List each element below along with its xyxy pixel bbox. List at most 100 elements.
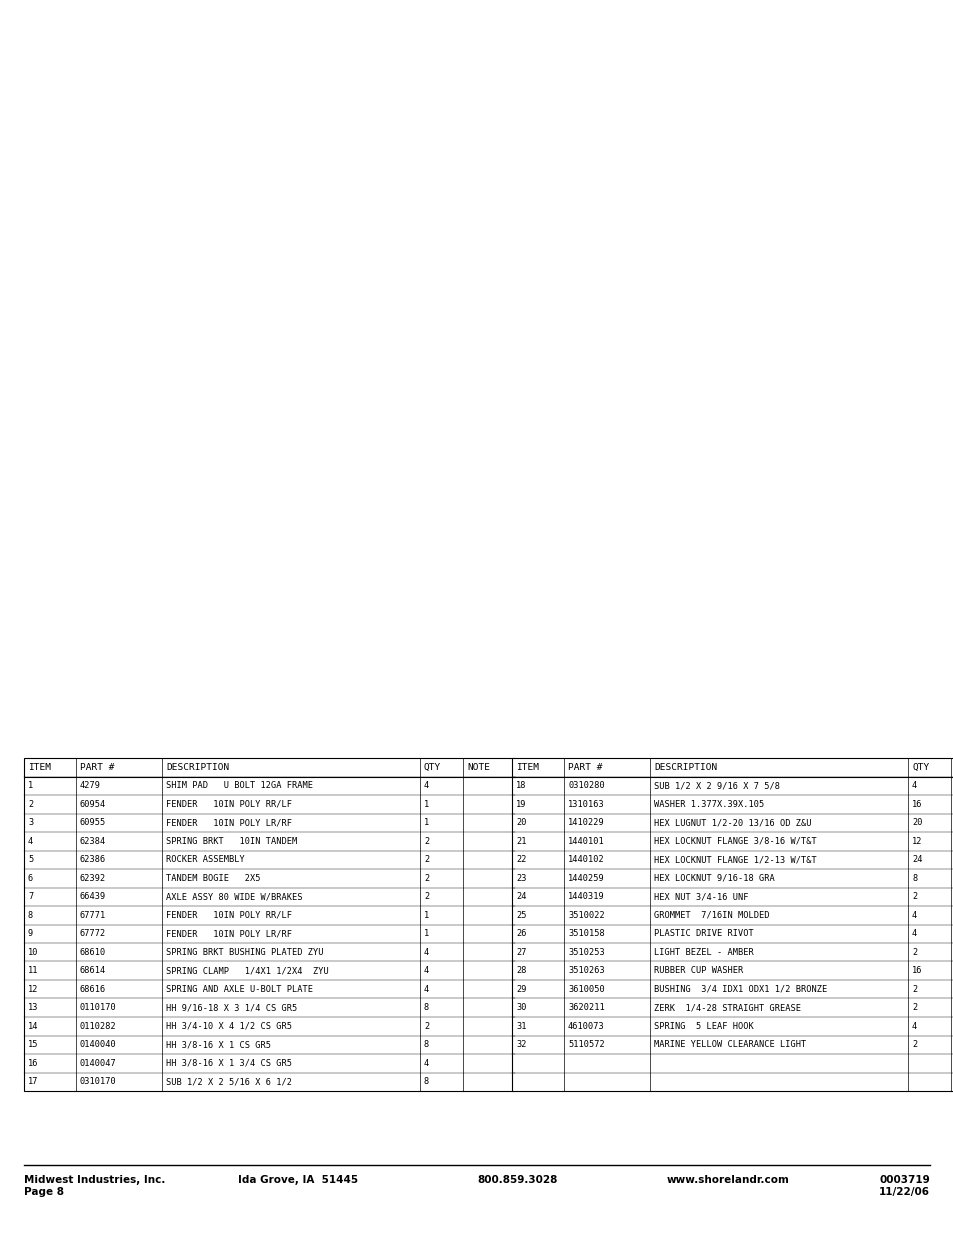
Text: 5110572: 5110572 <box>567 1040 604 1050</box>
Text: 1: 1 <box>423 910 429 920</box>
Text: FENDER   10IN POLY LR/RF: FENDER 10IN POLY LR/RF <box>166 929 292 939</box>
Text: 27: 27 <box>516 947 526 957</box>
Text: 1440101: 1440101 <box>567 837 604 846</box>
Text: Ida Grove, IA  51445: Ida Grove, IA 51445 <box>237 1174 357 1186</box>
Text: 8: 8 <box>911 873 916 883</box>
Text: 60954: 60954 <box>80 800 106 809</box>
Text: 16: 16 <box>911 800 922 809</box>
Text: ROCKER ASSEMBLY: ROCKER ASSEMBLY <box>166 856 245 864</box>
Text: 29: 29 <box>516 984 526 994</box>
Text: 62392: 62392 <box>80 873 106 883</box>
Text: 4: 4 <box>28 837 33 846</box>
Text: 1: 1 <box>423 929 429 939</box>
Text: 14: 14 <box>28 1021 38 1031</box>
Text: 0110170: 0110170 <box>80 1003 116 1013</box>
Text: 9: 9 <box>28 929 33 939</box>
Text: 25: 25 <box>516 910 526 920</box>
Text: FENDER   10IN POLY LR/RF: FENDER 10IN POLY LR/RF <box>166 819 292 827</box>
Bar <box>0 748 953 1235</box>
Text: SUB 1/2 X 2 5/16 X 6 1/2: SUB 1/2 X 2 5/16 X 6 1/2 <box>166 1077 292 1087</box>
Text: HEX LOCKNUT FLANGE 1/2-13 W/T&T: HEX LOCKNUT FLANGE 1/2-13 W/T&T <box>654 856 816 864</box>
Text: PLASTIC DRIVE RIVOT: PLASTIC DRIVE RIVOT <box>654 929 753 939</box>
Text: 4: 4 <box>911 1021 916 1031</box>
Text: 0110282: 0110282 <box>80 1021 116 1031</box>
Text: 68610: 68610 <box>80 947 106 957</box>
Text: 10: 10 <box>28 947 38 957</box>
Text: QTY: QTY <box>423 763 441 772</box>
Text: PART #: PART # <box>80 763 114 772</box>
Text: 4: 4 <box>423 947 429 957</box>
Text: 12: 12 <box>911 837 922 846</box>
Text: 3510022: 3510022 <box>567 910 604 920</box>
Text: 3510263: 3510263 <box>567 966 604 976</box>
Text: 28: 28 <box>516 966 526 976</box>
Text: 2: 2 <box>911 1040 916 1050</box>
Text: GROMMET  7/16IN MOLDED: GROMMET 7/16IN MOLDED <box>654 910 769 920</box>
Text: 68616: 68616 <box>80 984 106 994</box>
Text: 23: 23 <box>516 873 526 883</box>
Text: 0003719: 0003719 <box>879 1174 929 1186</box>
Text: 20: 20 <box>911 819 922 827</box>
Text: 1: 1 <box>28 782 33 790</box>
Text: 19: 19 <box>516 800 526 809</box>
Text: 3610050: 3610050 <box>567 984 604 994</box>
Text: 4: 4 <box>423 966 429 976</box>
Text: 66439: 66439 <box>80 892 106 902</box>
Text: ITEM: ITEM <box>516 763 538 772</box>
Text: ITEM: ITEM <box>28 763 51 772</box>
Text: RUBBER CUP WASHER: RUBBER CUP WASHER <box>654 966 742 976</box>
Text: 2: 2 <box>423 837 429 846</box>
Text: 1440319: 1440319 <box>567 892 604 902</box>
Text: SUB 1/2 X 2 9/16 X 7 5/8: SUB 1/2 X 2 9/16 X 7 5/8 <box>654 782 780 790</box>
Text: 11/22/06: 11/22/06 <box>878 1187 929 1197</box>
Text: SPRING CLAMP   1/4X1 1/2X4  ZYU: SPRING CLAMP 1/4X1 1/2X4 ZYU <box>166 966 329 976</box>
Text: 22: 22 <box>516 856 526 864</box>
Text: FENDER   10IN POLY RR/LF: FENDER 10IN POLY RR/LF <box>166 910 292 920</box>
Text: 3510158: 3510158 <box>567 929 604 939</box>
Text: QTY: QTY <box>911 763 928 772</box>
Text: SPRING BRKT   10IN TANDEM: SPRING BRKT 10IN TANDEM <box>166 837 297 846</box>
Bar <box>24 758 515 1091</box>
Text: 67771: 67771 <box>80 910 106 920</box>
Text: 5: 5 <box>28 856 33 864</box>
Text: Page 8: Page 8 <box>24 1187 64 1197</box>
Text: 2: 2 <box>911 947 916 957</box>
Text: Midwest Industries, Inc.: Midwest Industries, Inc. <box>24 1174 165 1186</box>
Text: AXLE ASSY 80 WIDE W/BRAKES: AXLE ASSY 80 WIDE W/BRAKES <box>166 892 302 902</box>
Text: 0140040: 0140040 <box>80 1040 116 1050</box>
Text: 8: 8 <box>423 1040 429 1050</box>
Text: LIGHT BEZEL - AMBER: LIGHT BEZEL - AMBER <box>654 947 753 957</box>
Text: NOTE: NOTE <box>467 763 490 772</box>
Text: FENDER   10IN POLY RR/LF: FENDER 10IN POLY RR/LF <box>166 800 292 809</box>
Text: 16: 16 <box>28 1058 38 1068</box>
Text: 8: 8 <box>28 910 33 920</box>
Text: 8: 8 <box>423 1003 429 1013</box>
Text: 26: 26 <box>516 929 526 939</box>
Bar <box>512 758 953 1091</box>
Text: www.shorelandr.com: www.shorelandr.com <box>666 1174 789 1186</box>
Text: 3: 3 <box>28 819 33 827</box>
Text: 8: 8 <box>423 1077 429 1087</box>
Text: 21: 21 <box>516 837 526 846</box>
Text: 1440102: 1440102 <box>567 856 604 864</box>
Text: HH 9/16-18 X 3 1/4 CS GR5: HH 9/16-18 X 3 1/4 CS GR5 <box>166 1003 297 1013</box>
Text: 13: 13 <box>28 1003 38 1013</box>
Text: SPRING  5 LEAF HOOK: SPRING 5 LEAF HOOK <box>654 1021 753 1031</box>
Text: 800.859.3028: 800.859.3028 <box>476 1174 557 1186</box>
Text: 20: 20 <box>516 819 526 827</box>
Text: 4: 4 <box>911 782 916 790</box>
Text: 2: 2 <box>423 892 429 902</box>
Text: WASHER 1.377X.39X.105: WASHER 1.377X.39X.105 <box>654 800 763 809</box>
Text: 60955: 60955 <box>80 819 106 827</box>
Text: 24: 24 <box>911 856 922 864</box>
Text: 30: 30 <box>516 1003 526 1013</box>
Text: 24: 24 <box>516 892 526 902</box>
Text: 2: 2 <box>28 800 33 809</box>
Text: MARINE YELLOW CLEARANCE LIGHT: MARINE YELLOW CLEARANCE LIGHT <box>654 1040 805 1050</box>
Text: DESCRIPTION: DESCRIPTION <box>654 763 717 772</box>
Text: 1310163: 1310163 <box>567 800 604 809</box>
Text: BUSHING  3/4 IDX1 ODX1 1/2 BRONZE: BUSHING 3/4 IDX1 ODX1 1/2 BRONZE <box>654 984 826 994</box>
Text: 2: 2 <box>423 1021 429 1031</box>
Text: 67772: 67772 <box>80 929 106 939</box>
Text: 17: 17 <box>28 1077 38 1087</box>
